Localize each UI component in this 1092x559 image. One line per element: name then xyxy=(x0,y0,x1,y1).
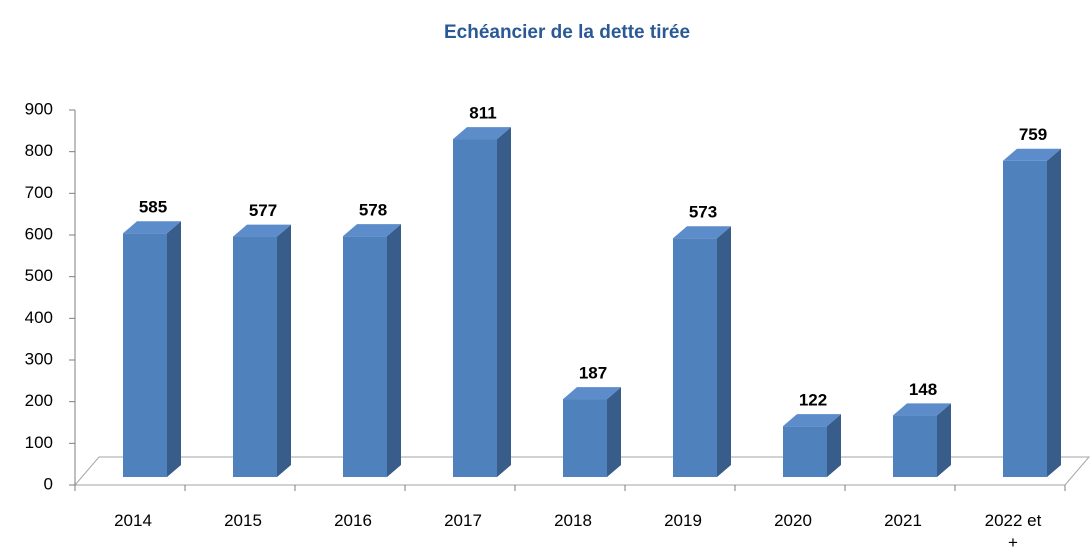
bar-top xyxy=(343,224,401,237)
x-tick-label: 2019 xyxy=(664,511,702,530)
bar-top xyxy=(893,403,951,416)
bar-top xyxy=(453,127,511,140)
value-label: 577 xyxy=(249,201,277,220)
bar xyxy=(563,387,621,477)
y-tick-label: 0 xyxy=(44,474,53,493)
x-tick-label: 2022 et + xyxy=(984,511,1042,552)
bar-front xyxy=(343,236,387,477)
bar xyxy=(453,127,511,478)
bar-top xyxy=(123,221,181,234)
bar-side xyxy=(717,226,731,477)
y-tick-label: 400 xyxy=(25,308,53,327)
bar-front xyxy=(893,415,937,477)
bar xyxy=(343,224,401,477)
bar-top xyxy=(673,226,731,239)
bar-front xyxy=(453,139,497,478)
bar-front xyxy=(673,238,717,477)
bar-side xyxy=(277,224,291,477)
x-tick-label: 2018 xyxy=(554,511,592,530)
bar-front xyxy=(233,236,277,477)
bar xyxy=(123,221,181,477)
x-tick-label: 2014 xyxy=(114,511,152,530)
bar-side xyxy=(827,414,841,477)
y-tick-label: 300 xyxy=(25,349,53,368)
value-label: 578 xyxy=(359,201,387,220)
bar-front xyxy=(563,399,607,477)
bar-top xyxy=(1003,148,1061,161)
bar-side xyxy=(387,224,401,477)
y-tick-label: 700 xyxy=(25,183,53,202)
bar-side xyxy=(607,387,621,477)
y-tick-label: 200 xyxy=(25,391,53,410)
y-tick-label: 600 xyxy=(25,224,53,243)
x-tick-label: 2021 xyxy=(884,511,922,530)
bar-front xyxy=(1003,160,1047,477)
value-label: 759 xyxy=(1019,125,1047,144)
y-tick-label: 100 xyxy=(25,433,53,452)
x-tick-label: 2017 xyxy=(444,511,482,530)
bar xyxy=(783,414,841,477)
bar-front xyxy=(783,426,827,477)
x-tick-label: 2015 xyxy=(224,511,262,530)
x-tick-label: 2020 xyxy=(774,511,812,530)
y-tick-label: 800 xyxy=(25,141,53,160)
value-label: 148 xyxy=(909,380,937,399)
value-label: 122 xyxy=(799,391,827,410)
bar-top xyxy=(563,387,621,400)
x-tick-label: 2016 xyxy=(334,511,372,530)
value-label: 585 xyxy=(139,198,167,217)
value-label: 573 xyxy=(689,203,717,222)
bar-top xyxy=(233,224,291,237)
bar xyxy=(673,226,731,477)
bar xyxy=(1003,148,1061,477)
chart-title: Echéancier de la dette tirée xyxy=(444,22,690,43)
bar-side xyxy=(167,221,181,477)
bar-side xyxy=(937,403,951,477)
bar-side xyxy=(1047,148,1061,477)
bar-front xyxy=(123,233,167,477)
y-tick-label: 900 xyxy=(25,99,53,118)
value-label: 187 xyxy=(579,364,607,383)
bar-top xyxy=(783,414,841,427)
bar-side xyxy=(497,127,511,477)
bar xyxy=(893,403,951,477)
bar xyxy=(233,224,291,477)
value-label: 811 xyxy=(469,104,496,123)
y-tick-label: 500 xyxy=(25,266,53,285)
